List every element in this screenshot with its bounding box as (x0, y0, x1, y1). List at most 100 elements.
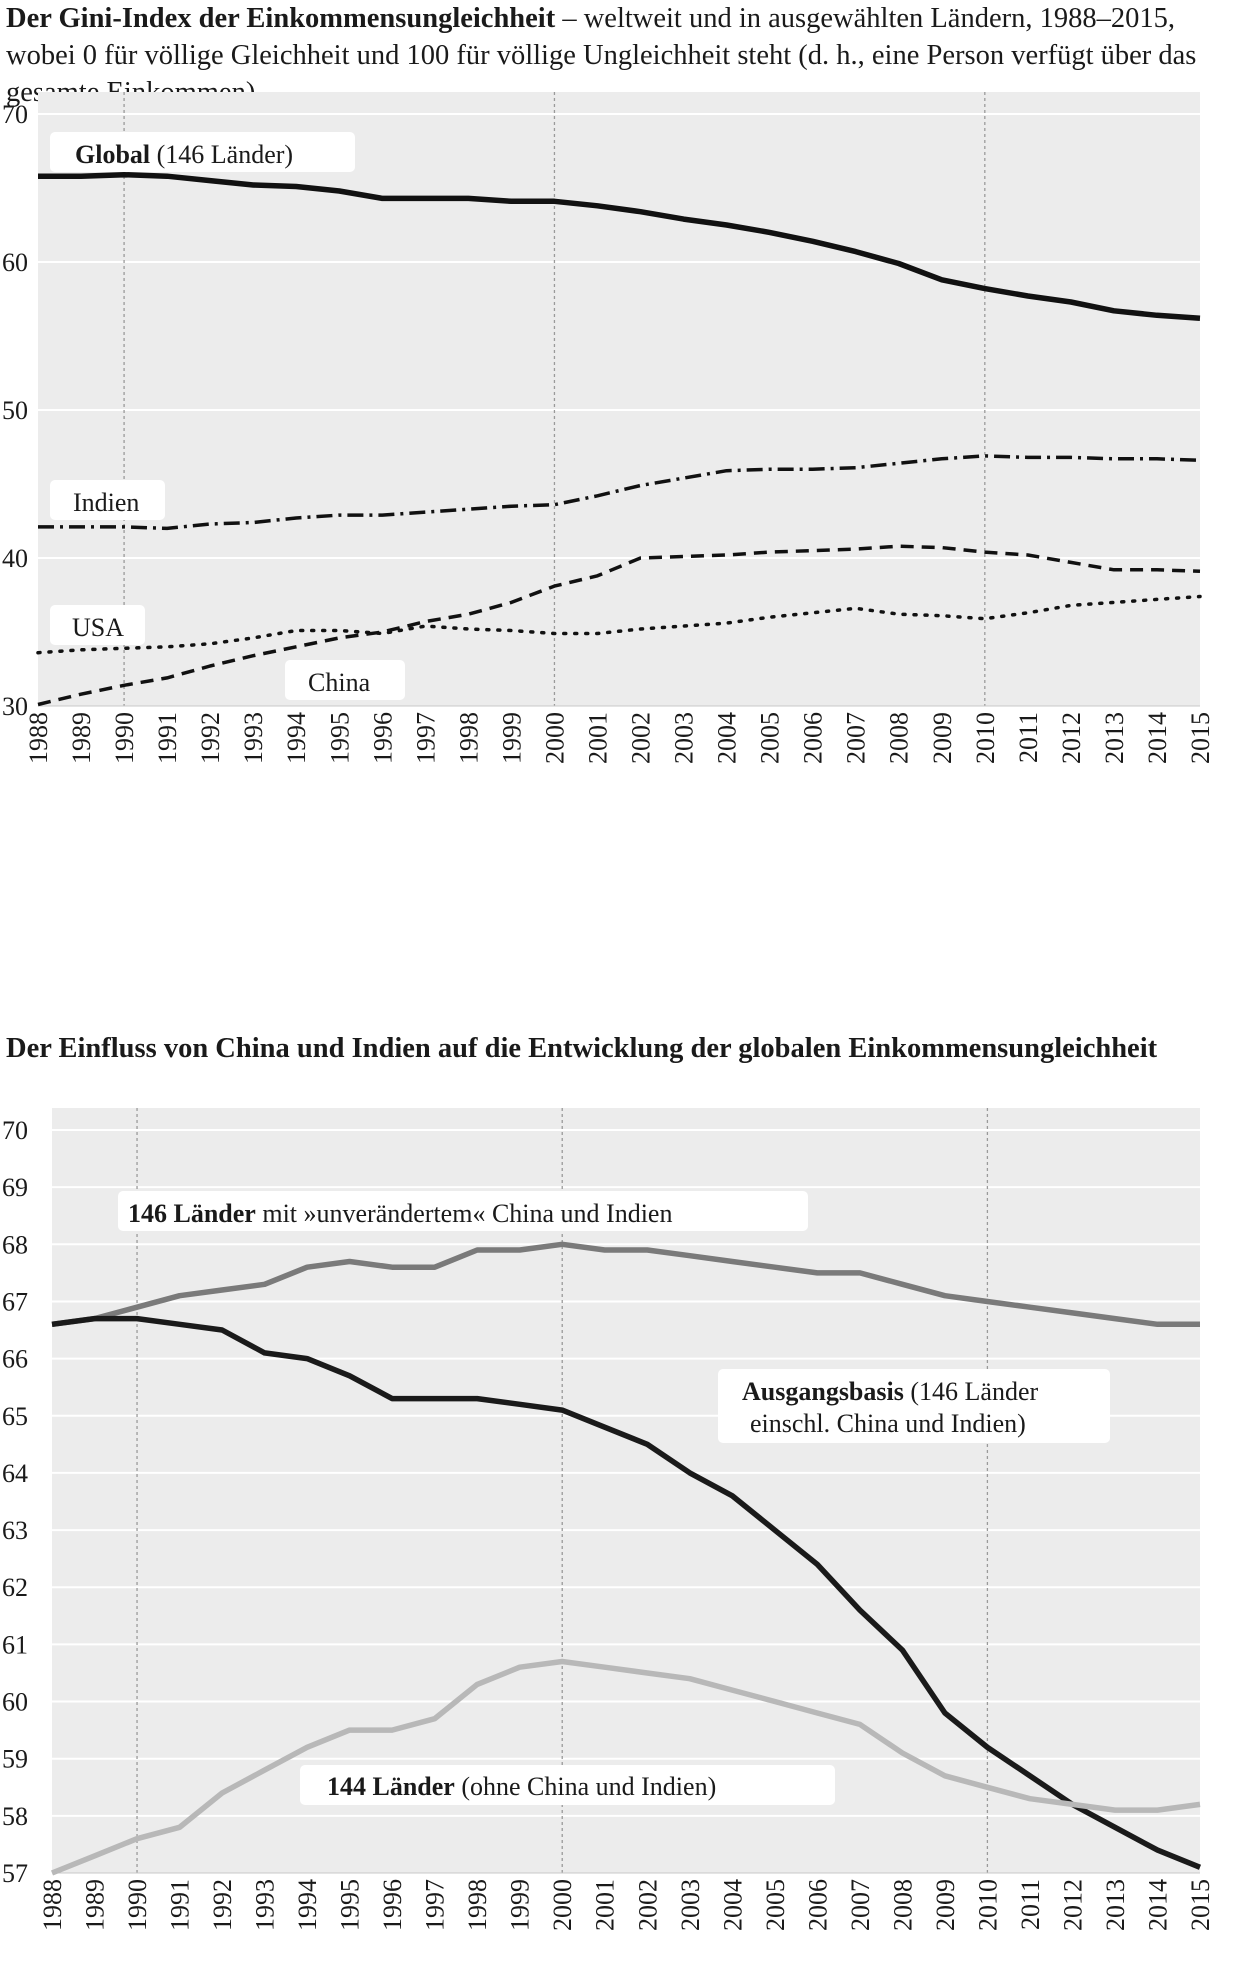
y-tick-label: 59 (2, 1745, 28, 1774)
x-tick-label: 2013 (1101, 1879, 1130, 1931)
chart2-title: Der Einfluss von China und Indien auf di… (6, 1030, 1242, 1067)
x-tick-label: 2005 (756, 712, 785, 764)
series-label-bold: 146 Länder (128, 1199, 256, 1228)
x-tick-label: 2001 (583, 712, 612, 764)
series-label-text: Indien (73, 488, 139, 517)
x-tick-label: 2000 (548, 1879, 577, 1931)
series-label-text-line2: einschl. China und Indien) (750, 1409, 1026, 1438)
x-tick-label: 2009 (928, 712, 957, 764)
x-tick-label: 2006 (799, 712, 828, 764)
series-label-text: USA (72, 613, 124, 642)
x-tick-label: 1989 (81, 1879, 110, 1931)
y-tick-label: 62 (2, 1573, 28, 1602)
series-label-box (718, 1369, 1110, 1443)
x-tick-label: 1992 (196, 712, 225, 764)
x-tick-label: 2001 (591, 1879, 620, 1931)
chart1-title-rest: – weltweit und in ausgewählten Ländern, … (6, 3, 1197, 108)
y-tick-label: 57 (2, 1859, 28, 1888)
series-label-bold: Global (75, 140, 150, 169)
x-tick-label: 2012 (1057, 712, 1086, 764)
x-tick-label: 2006 (803, 1879, 832, 1931)
series-label-box (50, 480, 165, 520)
y-tick-label: 60 (2, 248, 28, 277)
series-label-bold: Ausgangsbasis (742, 1377, 904, 1406)
x-tick-label: 1993 (251, 1879, 280, 1931)
x-tick-label: 2007 (842, 712, 871, 764)
chart1-title: Der Gini-Index der Einkommensungleichhei… (6, 0, 1231, 111)
y-tick-label: 70 (2, 1116, 28, 1145)
series-label-2: 144 Länder (ohne China und Indien) (300, 1765, 835, 1805)
x-tick-label: 2002 (627, 712, 656, 764)
x-tick-label: 2004 (718, 1879, 747, 1931)
series-label-text: China (308, 668, 371, 697)
y-tick-label: 40 (2, 544, 28, 573)
x-tick-label: 2005 (761, 1879, 790, 1931)
x-tick-label: 1992 (208, 1879, 237, 1931)
x-tick-label: 1999 (497, 712, 526, 764)
series-label-text: 144 Länder (ohne China und Indien) (327, 1772, 716, 1801)
x-tick-label: 1997 (411, 712, 440, 764)
x-tick-label: 1993 (239, 712, 268, 764)
x-tick-label: 1997 (421, 1879, 450, 1931)
series-label-rest: USA (72, 613, 124, 642)
x-tick-label: 1998 (454, 712, 483, 764)
series-label-1: Indien (50, 480, 165, 520)
series-label-rest: Indien (73, 488, 139, 517)
x-tick-label: 1989 (67, 712, 96, 764)
x-tick-label: 1995 (336, 1879, 365, 1931)
x-tick-label: 2003 (670, 712, 699, 764)
x-tick-label: 2012 (1058, 1879, 1087, 1931)
series-line-3 (37, 544, 1201, 707)
x-tick-label: 1990 (110, 712, 139, 764)
series-label-1: Ausgangsbasis (146 Länder einschl. China … (718, 1369, 1110, 1443)
series-label-3: China (285, 660, 405, 700)
x-tick-label: 2007 (846, 1879, 875, 1931)
x-tick-label: 1994 (282, 712, 311, 764)
x-tick-label: 2011 (1016, 1879, 1045, 1930)
series-line-1 (38, 454, 1201, 531)
x-tick-label: 2004 (713, 712, 742, 764)
x-tick-label: 1998 (463, 1879, 492, 1931)
series-line-0 (51, 1241, 1200, 1328)
series-label-0: Global (146 Länder) (50, 132, 355, 172)
series-label-rest: (146 Länder (904, 1377, 1039, 1406)
y-tick-label: 70 (2, 100, 28, 129)
x-tick-label: 2015 (1186, 1879, 1215, 1931)
x-tick-label: 1988 (38, 1879, 67, 1931)
series-line-0 (38, 171, 1201, 321)
x-tick-label: 1994 (293, 1879, 322, 1931)
chart2-title-bold: Der Einfluss von China und Indien auf di… (6, 1033, 1158, 1064)
series-label-box (118, 1191, 808, 1231)
x-tick-label: 1990 (123, 1879, 152, 1931)
x-tick-label: 1999 (506, 1879, 535, 1931)
x-tick-label: 2008 (885, 712, 914, 764)
series-label-rest: (146 Länder) (150, 140, 293, 169)
x-tick-label: 2002 (633, 1879, 662, 1931)
series-line-1 (51, 1315, 1202, 1870)
x-tick-label: 2010 (971, 712, 1000, 764)
x-tick-label: 1996 (378, 1879, 407, 1931)
series-line-2 (36, 594, 1202, 655)
series-label-bold: 144 Länder (327, 1772, 455, 1801)
series-label-text: 146 Länder mit »unverändertem« China und… (128, 1199, 672, 1228)
x-tick-label: 2011 (1014, 712, 1043, 763)
gini-index-chart: 30 40 50 60 70 1988 1989 1990 1991 1992 1993 1994 19… (2, 92, 1215, 764)
series-label-text: Ausgangsbasis (146 Länder (742, 1377, 1038, 1406)
series-label-rest: mit »unverändertem« China und Indien (256, 1199, 673, 1228)
y-tick-label: 68 (2, 1230, 28, 1259)
x-tick-label: 2009 (931, 1879, 960, 1931)
x-tick-label: 1988 (24, 712, 53, 764)
series-label-box (50, 605, 145, 645)
y-tick-label: 60 (2, 1688, 28, 1717)
series-label-2: USA (50, 605, 145, 645)
china-india-influence-chart: 57 58 59 60 61 62 63 64 65 66 67 68 69 70 1988 1989 1990… (2, 1108, 1215, 1931)
x-tick-label: 2000 (540, 712, 569, 764)
y-tick-label: 61 (2, 1630, 28, 1659)
series-label-rest: China (308, 668, 371, 697)
x-tick-label: 1991 (153, 712, 182, 764)
y-tick-label: 69 (2, 1173, 28, 1202)
y-tick-label: 67 (2, 1287, 28, 1316)
series-label-rest: (ohne China und Indien) (455, 1772, 716, 1801)
x-tick-label: 1996 (368, 712, 397, 764)
series-label-box (285, 660, 405, 700)
